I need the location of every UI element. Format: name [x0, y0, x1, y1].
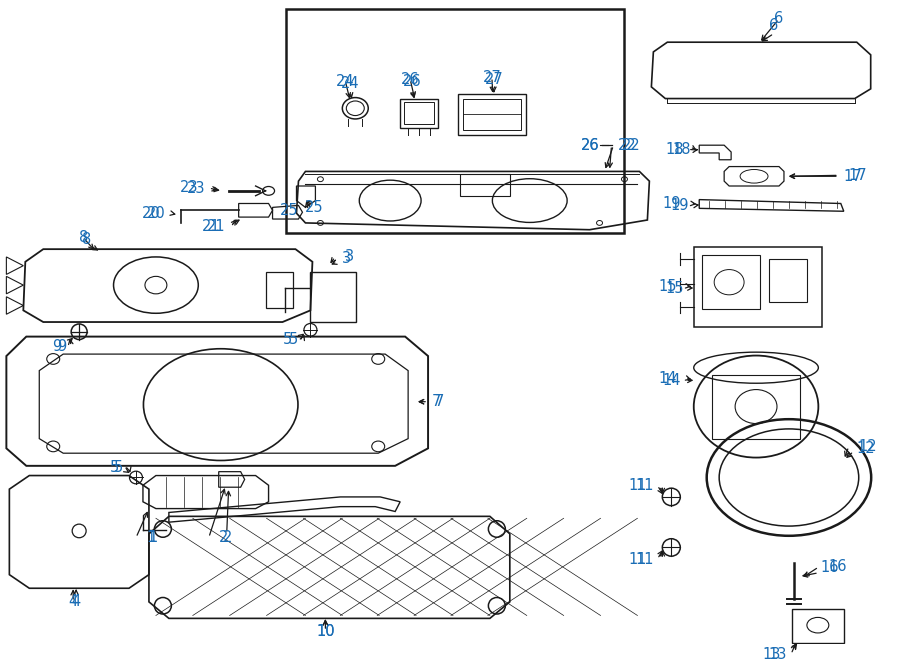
Bar	[694, 247, 822, 327]
Text: 21: 21	[202, 219, 220, 234]
Text: 15: 15	[659, 278, 678, 293]
Text: 12: 12	[859, 439, 877, 454]
Text: 7: 7	[432, 394, 441, 409]
Text: 10: 10	[316, 623, 335, 639]
Text: 26: 26	[580, 137, 599, 153]
Text: 23: 23	[187, 181, 206, 196]
Text: 16: 16	[829, 559, 847, 574]
Text: 26: 26	[580, 137, 599, 153]
Text: 7: 7	[435, 394, 445, 409]
Text: 13: 13	[762, 647, 781, 661]
Bar	[702, 255, 760, 309]
Text: 18: 18	[673, 141, 691, 157]
Text: 25: 25	[280, 203, 299, 217]
Text: 11: 11	[629, 478, 647, 492]
Text: 3: 3	[346, 249, 355, 264]
Text: 22: 22	[622, 137, 640, 153]
Text: 5: 5	[110, 460, 119, 475]
Text: 26: 26	[403, 73, 421, 89]
Text: 11: 11	[629, 552, 647, 566]
Bar	[458, 94, 526, 134]
Text: 20: 20	[147, 206, 166, 221]
Bar	[285, 9, 625, 233]
Text: 10: 10	[316, 623, 335, 639]
Text: 5: 5	[284, 332, 292, 347]
Bar	[266, 272, 293, 309]
Bar	[463, 98, 521, 130]
Text: 24: 24	[341, 77, 360, 91]
Text: 8: 8	[78, 230, 88, 245]
Text: 8: 8	[82, 232, 91, 247]
Text: 27: 27	[484, 71, 503, 87]
Text: 17: 17	[849, 168, 868, 183]
Bar	[400, 98, 438, 128]
Text: 26: 26	[400, 71, 419, 87]
Text: 23: 23	[180, 180, 199, 196]
Text: 11: 11	[636, 478, 654, 492]
Text: 21: 21	[207, 219, 226, 234]
Text: 2: 2	[219, 530, 228, 545]
Bar	[712, 375, 800, 439]
Text: 19: 19	[662, 196, 681, 211]
Text: 12: 12	[857, 441, 876, 456]
Text: 6: 6	[774, 11, 784, 26]
Text: 27: 27	[482, 69, 501, 85]
Text: 15: 15	[666, 280, 684, 295]
Bar	[792, 609, 844, 642]
Text: 16: 16	[821, 561, 840, 575]
Text: 20: 20	[142, 206, 161, 221]
Text: 9: 9	[57, 339, 67, 354]
Bar	[460, 175, 509, 196]
Text: 11: 11	[636, 552, 654, 566]
Text: 6: 6	[770, 19, 778, 33]
Bar	[404, 102, 434, 124]
Text: 9: 9	[52, 339, 61, 354]
Bar	[310, 272, 356, 322]
Text: 22: 22	[617, 137, 636, 153]
Text: 14: 14	[662, 373, 681, 388]
Text: 25: 25	[304, 200, 323, 215]
Text: 4: 4	[68, 594, 77, 609]
Text: 24: 24	[336, 73, 355, 89]
Text: 5: 5	[289, 332, 299, 347]
Text: 18: 18	[666, 141, 684, 157]
Text: 2: 2	[222, 530, 232, 545]
Text: 3: 3	[342, 251, 352, 266]
Bar	[769, 259, 807, 301]
Text: 1: 1	[146, 530, 155, 545]
Text: 13: 13	[769, 647, 787, 661]
Text: 4: 4	[71, 594, 81, 609]
Text: 14: 14	[659, 371, 678, 386]
Text: 17: 17	[844, 169, 862, 184]
Text: 19: 19	[670, 198, 689, 213]
Text: 5: 5	[113, 460, 123, 475]
Text: 1: 1	[148, 530, 158, 545]
